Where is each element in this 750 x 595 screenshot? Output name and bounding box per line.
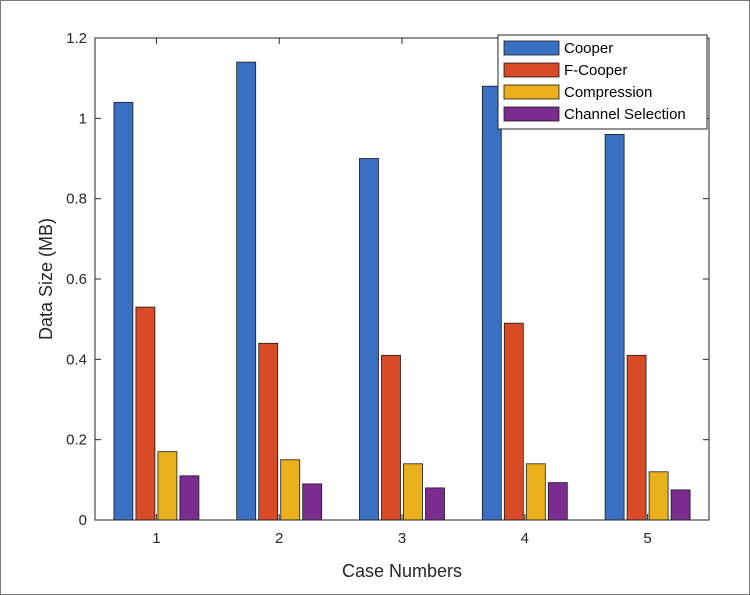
bar-compression-case-4 [525, 463, 546, 521]
bar-cooper-case-3 [359, 158, 379, 521]
legend-label: F-Cooper [564, 62, 627, 79]
x-tick-label: 1 [152, 530, 160, 547]
legend-label: Cooper [564, 40, 613, 57]
legend-swatch-channel-selection [503, 106, 560, 122]
bars-layer [113, 61, 691, 521]
y-axis: 0 0.2 0.4 0.6 0.8 1 1.2 [66, 30, 709, 529]
legend: Cooper F-Cooper Compression Channel Selecti… [497, 34, 708, 130]
bar-f-cooper-case-5 [626, 354, 647, 521]
bar-cooper-case-2 [236, 61, 257, 521]
y-tick-label: 0.6 [66, 271, 87, 288]
bar-compression-case-3 [403, 463, 423, 521]
y-tick-label: 0.8 [66, 191, 87, 208]
x-axis-label: Case Numbers [342, 561, 462, 581]
bar-channel-selection-case-4 [547, 482, 568, 521]
y-tick-label: 0.4 [66, 351, 87, 368]
bar-channel-selection-case-5 [670, 489, 691, 521]
bar-compression-case-5 [648, 471, 669, 521]
legend-swatch-f-cooper [503, 62, 560, 78]
legend-label: Channel Selection [564, 106, 686, 123]
bar-cooper-case-1 [113, 101, 134, 521]
x-axis: 1 2 3 4 5 [152, 38, 652, 547]
bar-f-cooper-case-2 [258, 342, 279, 521]
legend-swatch-compression [503, 84, 560, 100]
x-tick-label: 2 [275, 530, 283, 547]
bar-channel-selection-case-1 [179, 475, 200, 521]
bar-cooper-case-4 [481, 85, 502, 521]
bar-channel-selection-case-2 [302, 483, 323, 521]
x-tick-label: 3 [398, 530, 406, 547]
bar-cooper-case-5 [604, 133, 625, 521]
legend-swatch-cooper [503, 40, 560, 56]
bar-f-cooper-case-3 [381, 354, 401, 521]
legend-label: Compression [564, 84, 652, 101]
y-tick-label: 1.2 [66, 30, 87, 47]
y-tick-label: 1 [79, 110, 87, 127]
bar-f-cooper-case-4 [503, 322, 524, 521]
bar-compression-case-1 [157, 451, 178, 521]
bar-channel-selection-case-3 [425, 487, 445, 521]
y-tick-label: 0 [79, 512, 87, 529]
y-axis-label: Data Size (MB) [36, 218, 56, 340]
x-tick-label: 4 [521, 530, 529, 547]
bar-compression-case-2 [280, 459, 301, 521]
x-tick-label: 5 [643, 530, 651, 547]
bar-f-cooper-case-1 [135, 306, 156, 521]
y-tick-label: 0.2 [66, 432, 87, 449]
